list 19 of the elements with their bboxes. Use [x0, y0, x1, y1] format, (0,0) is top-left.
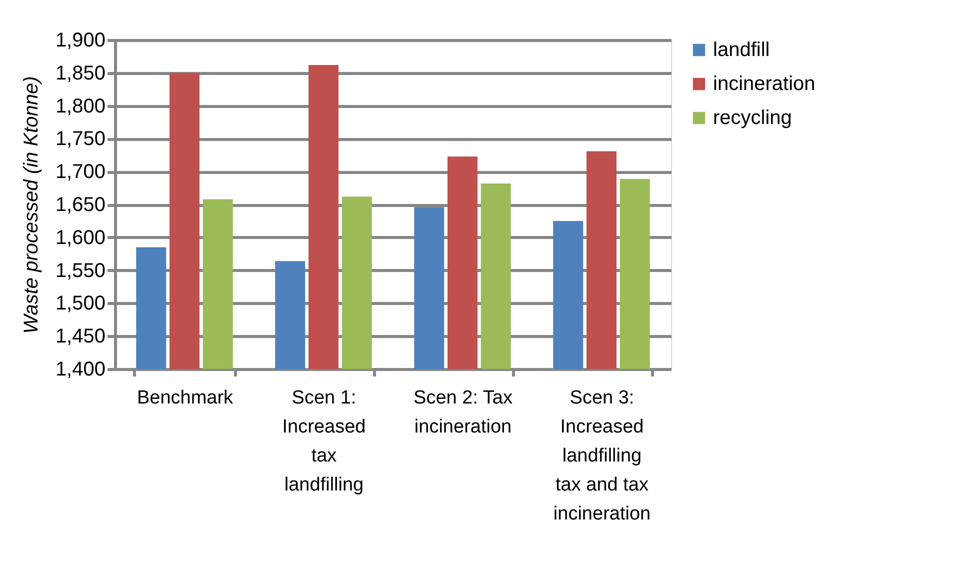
- y-tick-label: 1,850: [55, 62, 106, 84]
- y-tick-label: 1,500: [55, 292, 106, 315]
- y-tick-label: 1,550: [55, 260, 106, 282]
- y-axis-title: Waste processed (in Ktonne): [20, 76, 42, 334]
- x-tick-label: Scen 2: Tax incineration: [414, 388, 513, 438]
- y-tick-label: 1,400: [55, 358, 106, 380]
- legend-label: landfill: [713, 39, 770, 61]
- y-tick-label: 1,750: [55, 128, 106, 150]
- y-tick-label: 1,600: [55, 226, 106, 249]
- y-tick-label: 1,900: [55, 30, 106, 52]
- legend-label: recycling: [713, 107, 792, 129]
- y-tick-label: 1,700: [55, 161, 106, 184]
- legend-label: incineration: [713, 73, 816, 95]
- x-tick-label: Benchmark: [136, 388, 234, 408]
- y-tick-label: 1,800: [55, 95, 106, 118]
- y-tick-label: 1,450: [55, 326, 106, 348]
- x-tick-label: Scen 1: Increased tax landfilling: [282, 388, 366, 496]
- x-tick-label: Scen 3: Increased landfilling tax and tax incineration: [553, 388, 651, 524]
- y-tick-label: 1,650: [55, 194, 106, 216]
